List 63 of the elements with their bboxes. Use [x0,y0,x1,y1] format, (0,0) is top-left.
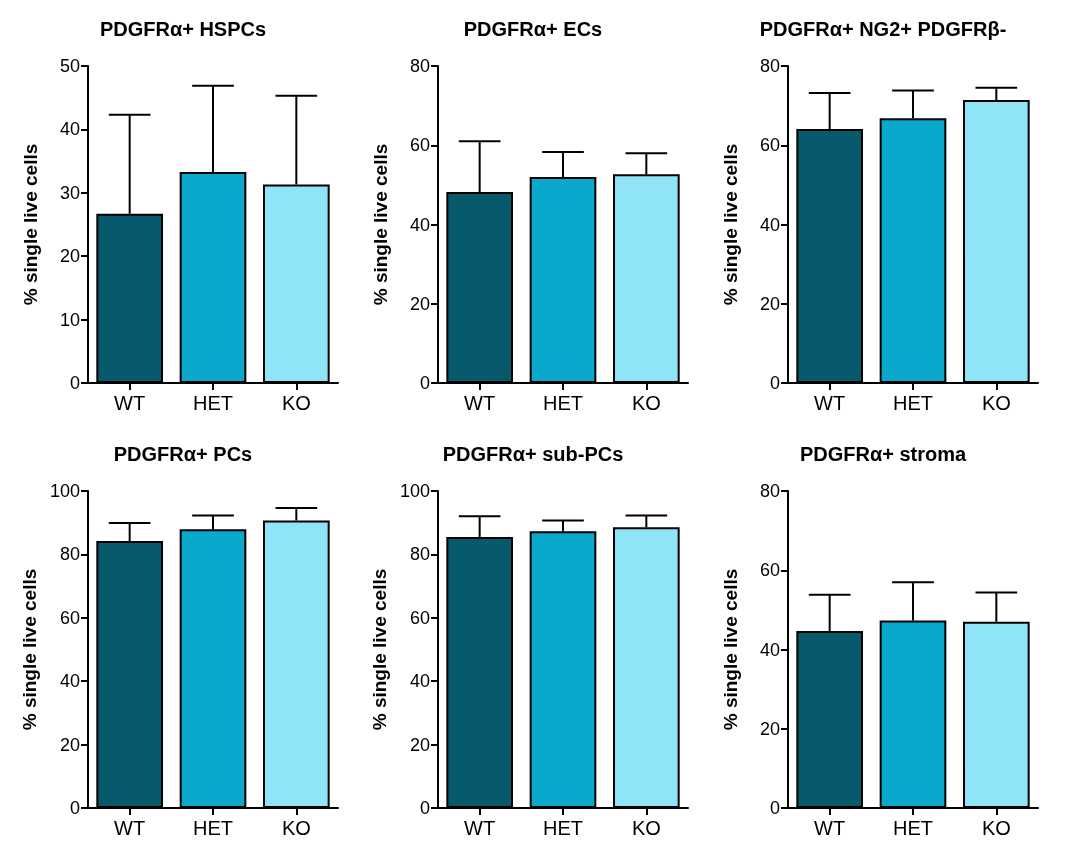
y-tick-label: 0 [769,798,780,818]
y-tick-label: 20 [59,246,80,267]
x-tick-label: KO [631,392,661,414]
y-tick-label: 0 [69,798,80,818]
y-tick-label: 0 [69,373,80,393]
x-tick-label: WT [464,392,496,414]
y-axis-title: % single live cells [20,143,41,306]
y-axis-title: % single live cells [19,568,41,731]
y-tick-label: 10 [59,309,80,330]
y-tick-label: 0 [769,373,780,393]
y-tick-label: 20 [759,718,780,739]
x-tick-label: WT [814,392,846,414]
y-tick-label: 80 [409,544,430,565]
chart-title: PDGFRα+ sub-PCs [442,443,624,465]
y-tick-label: 100 [49,481,80,501]
x-tick-label: KO [281,392,311,414]
y-tick-label: 80 [409,56,430,76]
chart-title: PDGFRα+ HSPCs [99,18,267,40]
chart-title: PDGFRα+ NG2+ PDGFRβ- [759,18,1007,40]
y-tick-label: 80 [759,481,780,501]
x-tick-label: KO [281,817,311,839]
y-axis-title: % single live cells [720,568,741,731]
y-tick-label: 20 [59,734,80,755]
x-tick-label: WT [814,817,846,839]
x-tick-label: HET [543,817,583,839]
x-tick-label: WT [464,817,496,839]
y-tick-label: 0 [419,373,430,393]
x-tick-label: KO [981,392,1011,414]
y-tick-label: 40 [759,214,780,235]
y-tick-label: 20 [409,293,430,314]
x-tick-label: HET [193,392,233,414]
x-tick-label: WT [114,392,146,414]
y-tick-label: 60 [59,607,80,628]
x-tick-label: WT [114,817,146,839]
x-tick-label: HET [893,392,933,414]
y-tick-label: 100 [399,481,430,501]
y-tick-label: 60 [759,560,780,581]
y-tick-label: 50 [59,56,80,76]
chart-title: PDGFRα+ stroma [799,443,967,465]
chart-title: PDGFRα+ ECs [463,18,603,40]
y-tick-label: 20 [759,293,780,314]
y-axis-title: % single live cells [720,143,741,306]
y-tick-label: 20 [409,734,430,755]
y-tick-label: 60 [409,135,430,156]
y-tick-label: 40 [759,639,780,660]
y-axis-title: % single live cells [369,568,391,731]
y-axis-title: % single live cells [370,143,391,306]
x-tick-label: HET [893,817,933,839]
chart-title: PDGFRα+ PCs [113,443,253,465]
y-tick-label: 60 [409,607,430,628]
x-tick-label: HET [193,817,233,839]
y-tick-label: 0 [419,798,430,818]
y-tick-label: 40 [409,214,430,235]
y-tick-label: 80 [59,544,80,565]
x-tick-label: KO [981,817,1011,839]
y-tick-label: 40 [59,671,80,692]
y-tick-label: 40 [59,119,80,140]
x-tick-label: HET [543,392,583,414]
y-tick-label: 40 [409,671,430,692]
y-tick-label: 60 [759,135,780,156]
y-tick-label: 80 [759,56,780,76]
x-tick-label: KO [631,817,661,839]
y-tick-label: 30 [59,182,80,203]
